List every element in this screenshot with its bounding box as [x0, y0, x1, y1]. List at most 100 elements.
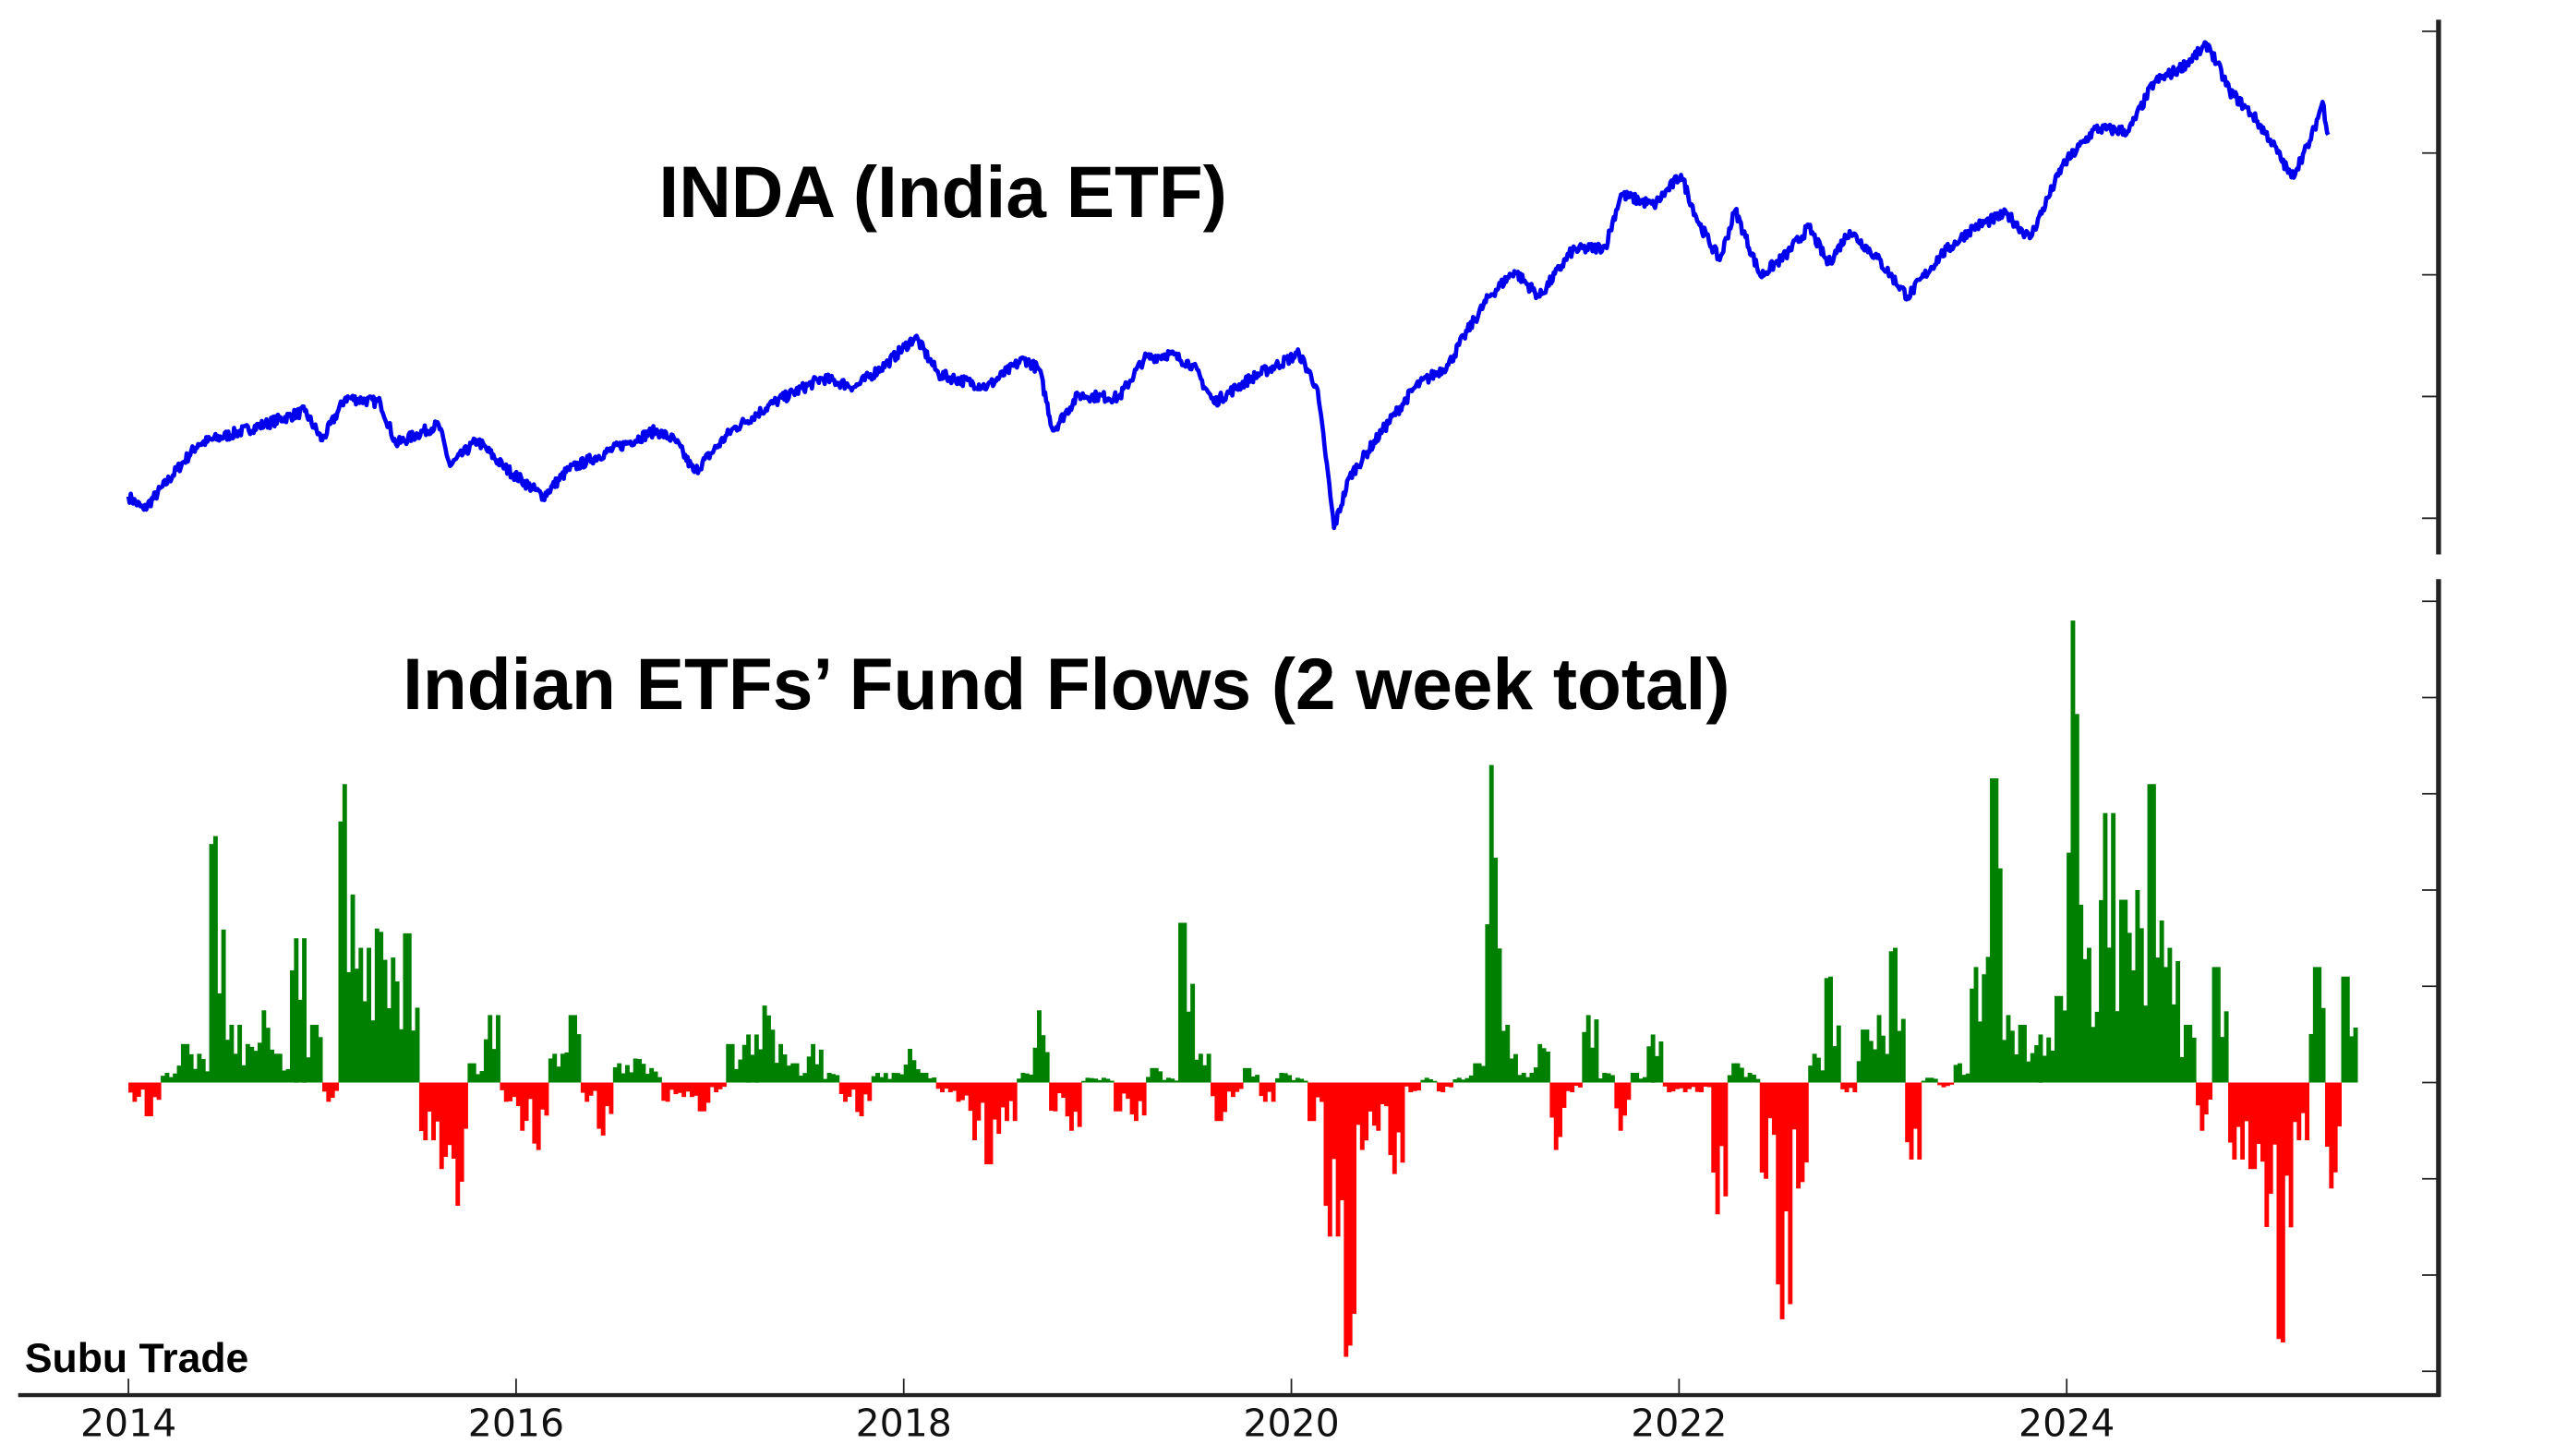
flow-bar: [2317, 967, 2322, 1083]
flow-bar: [1868, 1041, 1874, 1083]
flow-bar: [2187, 1024, 2193, 1083]
flow-bar: [2196, 1082, 2200, 1106]
flow-bar: [1990, 778, 1995, 1083]
flow-bar: [2353, 1027, 2358, 1083]
flow-bar: [1949, 1082, 1955, 1085]
flow-bar: [350, 894, 356, 1083]
flow-bar: [1985, 957, 1991, 1083]
flow-bar: [2058, 995, 2064, 1083]
flow-bar: [1873, 1049, 1878, 1083]
flow-bar: [2264, 1082, 2270, 1227]
flow-bar: [1344, 1082, 1349, 1357]
flow-bar: [1784, 1082, 1789, 1212]
flow-bar: [1553, 1082, 1559, 1150]
flow-bar: [750, 1054, 755, 1083]
flow-bar: [374, 928, 380, 1083]
flow-bar: [193, 1068, 198, 1083]
flow-bar: [1476, 1063, 1482, 1083]
flow-bar: [2147, 784, 2152, 1083]
flow-bar: [1376, 1082, 1381, 1131]
flow-bar: [1449, 1082, 1453, 1088]
flow-bar: [2062, 1010, 2067, 1083]
flow-bar: [2288, 1082, 2294, 1228]
flow-bar: [1594, 1019, 1599, 1083]
flow-bar: [148, 1082, 153, 1117]
flow-bar: [721, 1082, 727, 1088]
flow-bar: [1691, 1082, 1696, 1088]
flow-bar: [1961, 1075, 1967, 1083]
flow-bar: [1630, 1072, 1635, 1083]
flow-bar: [233, 1053, 238, 1083]
flow-bar: [2256, 1082, 2261, 1144]
flow-bar: [1085, 1077, 1091, 1083]
flow-bar: [399, 1029, 404, 1083]
flow-bar: [552, 1053, 558, 1083]
flow-bar: [200, 1059, 206, 1083]
flow-bar: [1226, 1082, 1232, 1092]
flow-bar: [903, 1065, 909, 1083]
flow-bar: [1642, 1077, 1647, 1083]
flow-bar: [1715, 1082, 1720, 1215]
flow-bar: [1243, 1067, 1247, 1083]
flow-bar: [959, 1082, 965, 1101]
flow-bar: [1077, 1082, 1082, 1127]
flow-bar: [391, 957, 396, 1083]
flow-bar: [496, 1015, 500, 1083]
flow-bar: [1032, 1047, 1038, 1083]
flow-bar: [270, 1049, 275, 1083]
flow-bar: [512, 1082, 517, 1098]
flow-bar: [2054, 995, 2059, 1083]
flow-bar: [2018, 1024, 2023, 1083]
flow-bar: [835, 1075, 840, 1083]
flow-bar: [164, 1072, 170, 1083]
flow-bar: [883, 1073, 888, 1083]
flow-bar: [1533, 1067, 1538, 1083]
flow-bar: [1933, 1078, 1938, 1083]
flow-bar: [1791, 1082, 1797, 1130]
flow-bar: [2305, 1082, 2310, 1141]
flow-bar: [1905, 1082, 1910, 1143]
flow-bar: [770, 1029, 776, 1083]
flow-bar: [290, 969, 295, 1083]
flow-bar: [2191, 1037, 2197, 1083]
flow-bar: [976, 1082, 982, 1121]
flow-bar: [1101, 1077, 1106, 1083]
flow-bar: [972, 1082, 977, 1141]
flow-bar: [1299, 1078, 1305, 1083]
flow-bar: [1577, 1082, 1583, 1088]
flow-bar: [443, 1082, 449, 1158]
flow-bar: [1658, 1041, 1664, 1083]
flow-bar: [1561, 1082, 1567, 1108]
flow-bar: [778, 1043, 784, 1083]
x-tick-label: 2022: [1631, 1402, 1727, 1446]
flow-bar: [1864, 1029, 1870, 1083]
flow-bar: [394, 981, 400, 1083]
flow-bar: [1582, 1031, 1587, 1083]
flow-bar: [806, 1056, 812, 1083]
flow-bar: [988, 1082, 994, 1165]
flow-bar: [1570, 1082, 1575, 1093]
flow-bar: [2099, 899, 2104, 1083]
flow-bar: [915, 1069, 921, 1083]
flow-bar: [2308, 1033, 2314, 1083]
flow-bar: [891, 1072, 897, 1083]
flow-bar: [826, 1072, 832, 1083]
flow-bar: [1303, 1080, 1308, 1083]
flow-bar: [1945, 1082, 1950, 1087]
flow-bar: [225, 1040, 230, 1083]
flow-bar: [491, 1049, 497, 1083]
flow-bar: [2046, 1037, 2052, 1083]
flow-bar: [2030, 1053, 2035, 1083]
flow-bar: [2312, 967, 2318, 1083]
flow-bar: [2038, 1034, 2043, 1083]
flow-bar: [161, 1076, 165, 1083]
price-panel: INDA (India ETF): [126, 19, 2441, 555]
flow-bar: [1723, 1082, 1729, 1197]
flow-bar: [1056, 1082, 1062, 1094]
flow-bar: [451, 1082, 456, 1160]
flow-bar: [637, 1059, 642, 1083]
flow-bar: [2022, 1024, 2027, 1083]
flow-bar: [605, 1082, 610, 1107]
flow-bar: [128, 1082, 133, 1093]
flow-bar: [697, 1082, 703, 1112]
